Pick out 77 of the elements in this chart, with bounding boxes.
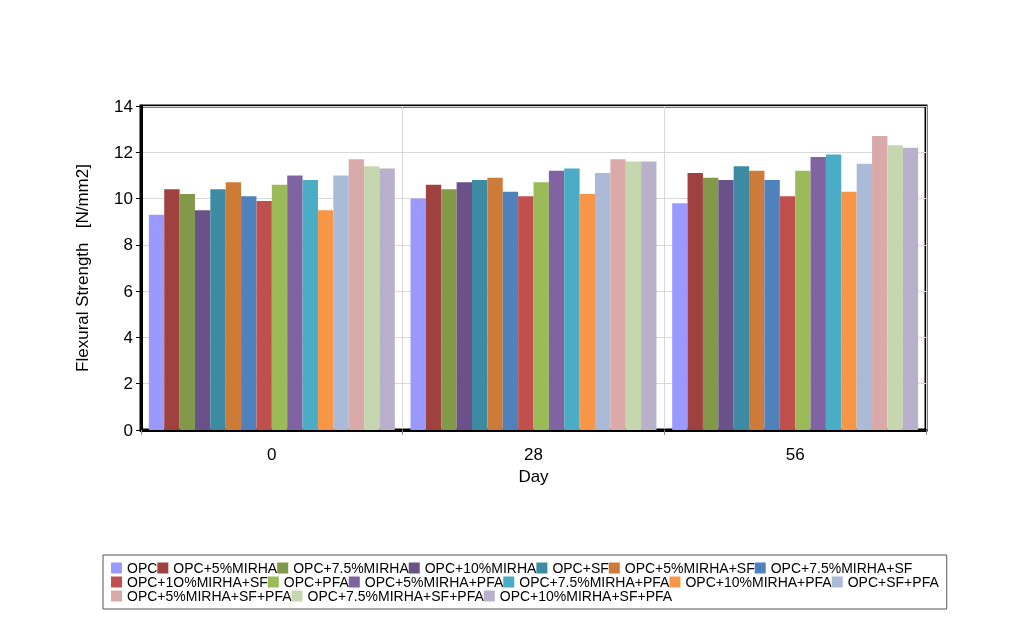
bar [856, 163, 873, 430]
y-tick-label: 4 [123, 327, 133, 347]
bar [579, 193, 595, 430]
bar [241, 196, 257, 430]
y-tick-label: 8 [123, 235, 133, 255]
bar [687, 173, 703, 430]
y-tick-label: 12 [114, 142, 133, 162]
bar [841, 191, 857, 430]
bar [441, 189, 457, 430]
bar [872, 136, 888, 430]
bar [148, 214, 165, 430]
bar [164, 189, 180, 430]
y-tick-label: 6 [123, 281, 133, 301]
bar [256, 200, 272, 430]
legend-label: OPC+10%MIRHA+PFA [685, 574, 833, 590]
legend-label: OPC+5%MIRHA [173, 560, 278, 576]
bar [641, 161, 657, 430]
legend-label: OPC+PFA [283, 574, 350, 590]
bar [749, 170, 765, 430]
bar [795, 170, 811, 430]
bar [810, 156, 826, 430]
bar [518, 196, 534, 430]
y-tick-label: 10 [114, 189, 133, 209]
bar [364, 166, 380, 430]
bar [456, 182, 473, 430]
bar [610, 159, 626, 430]
bar [179, 193, 195, 430]
bar [472, 180, 488, 430]
legend-label: OPC+10%MIRHA [424, 560, 538, 576]
legend-label: OPC+7.5%MIRHA [293, 560, 410, 576]
bar [625, 161, 642, 430]
bar [379, 168, 395, 430]
bar [548, 170, 565, 430]
x-tick-label: 28 [524, 445, 543, 464]
legend-label: OPC+5%MIRHA+SF [624, 560, 755, 576]
legend-label: OPC+SF+PFA [847, 574, 940, 590]
bar [425, 184, 442, 430]
x-axis-title: Day [518, 466, 550, 486]
legend-label: OPC+1O%MIRHA+SF [127, 574, 268, 590]
y-tick-label: 14 [114, 96, 133, 116]
y-axis-title: Flexural Strength [N/mm2] [73, 164, 92, 372]
bar [333, 175, 349, 430]
bar [594, 173, 611, 430]
bar [672, 203, 688, 430]
bar [779, 196, 796, 430]
bar [502, 191, 519, 430]
bar [733, 166, 750, 430]
bar [287, 175, 303, 430]
bar [302, 180, 318, 430]
bar [533, 182, 549, 430]
legend-label: OPC+5%MIRHA+PFA [364, 574, 504, 590]
bar [902, 147, 919, 430]
bar [825, 154, 842, 430]
bar [225, 182, 242, 430]
bar [887, 145, 903, 430]
bar [194, 210, 211, 430]
y-tick-label: 0 [123, 420, 133, 440]
legend-label: OPC+7.5%MIRHA+PFA [519, 574, 671, 590]
x-tick-label: 0 [267, 445, 277, 464]
bar [702, 177, 719, 430]
legend-label: OPC [127, 560, 158, 576]
bar [564, 168, 580, 430]
bar [410, 198, 426, 430]
bar [487, 177, 503, 430]
bar [210, 189, 226, 430]
legend-label: OPC+SF [552, 560, 609, 576]
bar [271, 184, 288, 430]
bar [764, 180, 780, 430]
y-tick-label: 2 [123, 374, 133, 394]
x-tick-label: 56 [785, 445, 805, 464]
bar [718, 180, 734, 430]
legend-label: OPC+5%MIRHA+SF+PFA [127, 588, 293, 604]
legend-label: OPC+10%MIRHA+SF+PFA [499, 588, 673, 604]
bar [348, 159, 365, 430]
legend-label: OPC+7.5%MIRHA+SF [770, 560, 913, 576]
legend-label: OPC+7.5%MIRHA+SF+PFA [307, 588, 485, 604]
bar [317, 210, 334, 430]
